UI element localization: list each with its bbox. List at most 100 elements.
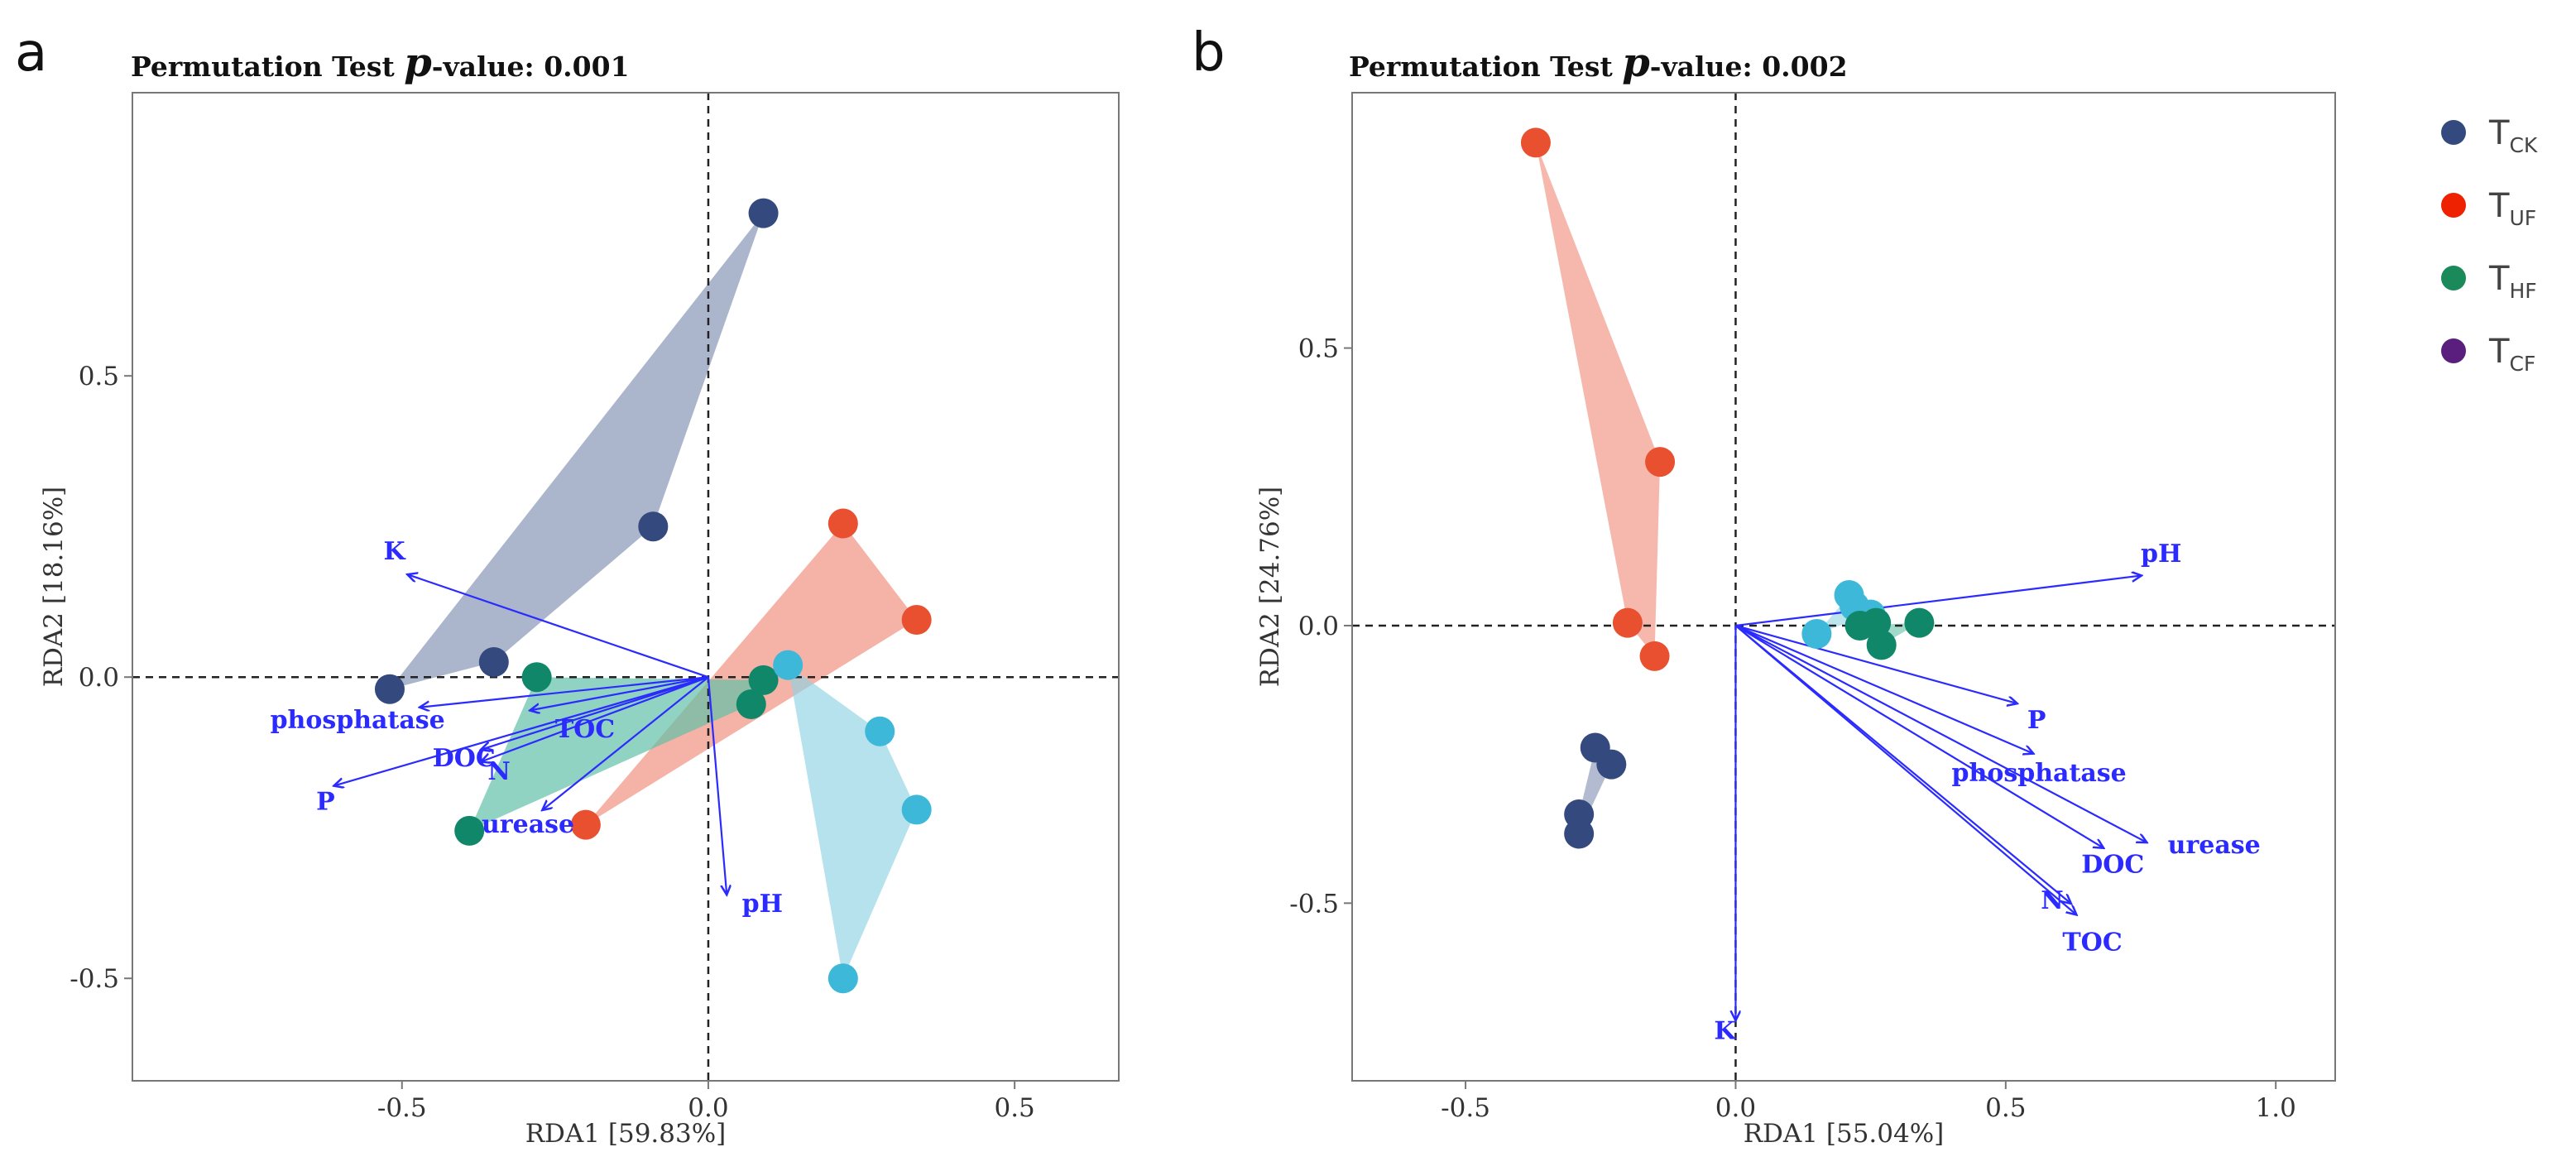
point-hf	[1904, 607, 1935, 638]
y-tick-label: -0.5	[1289, 889, 1339, 919]
xlabel-b: RDA1 [55.04%]	[1744, 1119, 1945, 1149]
ylabel-b: RDA2 [24.76%]	[1255, 487, 1285, 688]
arrow-label-k: K	[384, 537, 406, 566]
panel-label-a: a	[15, 22, 47, 84]
arrow-toc	[530, 676, 709, 710]
arrow-label-doc: DOC	[433, 744, 496, 773]
point-uf	[1645, 447, 1676, 478]
y-tick-label: 0.5	[1298, 334, 1339, 364]
x-tick-label: 0.5	[1985, 1093, 2026, 1123]
hull-ck	[390, 213, 764, 689]
panel-a: a Permutation Test p-value: 0.001 Kphosp…	[15, 22, 1120, 1149]
point-uf	[901, 605, 932, 636]
point-hf	[748, 665, 779, 695]
arrow-label-ph: pH	[742, 890, 783, 919]
hull-cf	[788, 665, 917, 979]
arrow-doc	[1734, 625, 2103, 847]
point-hf	[1866, 630, 1897, 660]
point-cf	[773, 650, 804, 680]
hull-hf	[469, 677, 764, 831]
x-tick-label: 1.0	[2256, 1093, 2296, 1123]
ticks-b: -0.5 0.0 0.5 1.0 0.5 0.0 -0.5	[1289, 334, 2296, 1123]
legend-label-ck: TCK	[2488, 114, 2538, 157]
point-uf	[1520, 127, 1551, 158]
point-uf	[827, 508, 858, 539]
arrow-label-p: P	[2027, 706, 2046, 735]
arrow-label-k: K	[1714, 1017, 1736, 1046]
legend: TCK TUF THF TCF	[2441, 114, 2538, 376]
ylabel-a: RDA2 [18.16%]	[39, 487, 69, 688]
arrow-urease	[1734, 624, 2146, 842]
title-b: Permutation Test p-value: 0.002	[1349, 40, 1848, 86]
arrow-toc	[1734, 625, 2075, 914]
point-cf	[827, 963, 858, 994]
arrow-label-n: N	[2041, 886, 2063, 915]
legend-marker-ck	[2441, 120, 2466, 145]
xlabel-a: RDA1 [59.83%]	[525, 1119, 727, 1149]
point-hf	[736, 689, 766, 719]
point-ck	[478, 647, 509, 678]
legend-label-hf: THF	[2488, 260, 2537, 303]
point-ck	[1564, 818, 1595, 849]
point-uf	[1639, 641, 1670, 671]
point-ck	[638, 511, 669, 542]
x-tick-label: -0.5	[1441, 1093, 1490, 1123]
arrow-label-toc: TOC	[555, 715, 615, 744]
legend-label-cf: TCF	[2488, 333, 2535, 376]
points-a	[374, 198, 932, 994]
arrow-urease	[543, 676, 709, 809]
arrow-label-phosphatase: phosphatase	[1952, 759, 2127, 788]
point-hf	[1861, 607, 1892, 638]
arrow-ph	[1735, 576, 2141, 627]
legend-marker-hf	[2441, 266, 2466, 290]
arrow-label-phosphatase: phosphatase	[271, 706, 445, 735]
arrow-label-p: P	[316, 787, 335, 816]
zero-lines-a	[132, 93, 1119, 1081]
y-tick-label: 0.0	[79, 663, 119, 693]
arrow-label-ph: pH	[2141, 540, 2181, 569]
arrow-label-toc: TOC	[2062, 928, 2122, 957]
title-a: Permutation Test p-value: 0.001	[131, 40, 630, 86]
legend-marker-cf	[2441, 338, 2466, 363]
arrow-phosphatase	[420, 676, 709, 707]
point-cf	[865, 716, 895, 746]
arrow-label-urease: urease	[2168, 831, 2261, 860]
ticks-a: -0.5 0.0 0.5 0.5 0.0 -0.5	[70, 362, 1035, 1123]
point-ck	[1596, 749, 1627, 780]
arrow-n	[482, 676, 709, 761]
legend-marker-uf	[2441, 193, 2466, 218]
x-tick-label: -0.5	[377, 1093, 427, 1123]
arrow-phosphatase	[1735, 624, 2032, 753]
arrow-p	[1735, 624, 2016, 703]
arrow-p	[334, 676, 709, 785]
point-cf	[901, 794, 932, 825]
arrow-k	[408, 574, 709, 679]
y-tick-label: -0.5	[70, 964, 119, 994]
point-cf	[1801, 619, 1832, 650]
arrow-label-n: N	[487, 757, 510, 786]
hull-uf	[1535, 142, 1661, 656]
point-uf	[570, 809, 601, 840]
point-ck	[748, 198, 779, 228]
arrow-label-doc: DOC	[2081, 850, 2144, 879]
panel-b: b Permutation Test p-value: 0.002 pH Ppho…	[1192, 22, 2336, 1149]
plot-frame-b	[1351, 92, 2336, 1082]
legend-label-uf: TUF	[2488, 187, 2536, 230]
y-tick-label: 0.0	[1298, 612, 1339, 641]
x-tick-label: 0.0	[688, 1093, 728, 1123]
point-uf	[1612, 607, 1643, 638]
x-tick-label: 0.0	[1715, 1093, 1756, 1123]
point-ck	[374, 674, 405, 704]
y-tick-label: 0.5	[79, 362, 119, 391]
arrows-a	[334, 574, 727, 894]
arrows-b	[1735, 576, 2146, 1020]
points-b	[1520, 127, 1935, 849]
point-hf	[454, 815, 485, 846]
point-hf	[521, 662, 552, 693]
plot-frame-a	[132, 92, 1120, 1082]
panel-label-b: b	[1192, 22, 1226, 84]
arrow-doc	[482, 676, 709, 749]
